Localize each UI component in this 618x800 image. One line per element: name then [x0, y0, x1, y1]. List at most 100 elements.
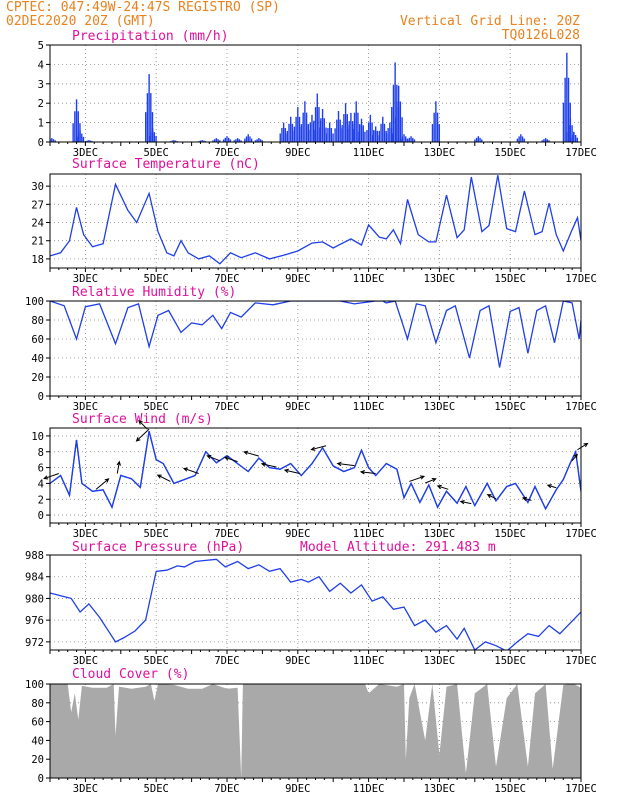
precip-bar	[337, 110, 340, 142]
y-tick-label: 40	[31, 735, 44, 747]
precip-bar	[75, 136, 78, 142]
precip-bar	[355, 101, 357, 142]
grid	[50, 174, 581, 268]
precip-bar	[79, 130, 81, 142]
precip-bar	[233, 140, 235, 142]
precip-bar	[481, 139, 483, 142]
y-tick-label: 972	[25, 637, 44, 649]
precip-bar	[352, 124, 354, 142]
precip-bar	[247, 134, 249, 142]
x-tick-label: 5DEC	[144, 528, 169, 540]
precip-bar	[51, 138, 53, 142]
precip-bar	[74, 111, 76, 142]
x-tick-label: 5DEC	[144, 783, 169, 795]
precip-bar	[222, 139, 225, 142]
precip-bar	[279, 133, 281, 142]
x-tick-label: 13DEC	[424, 655, 456, 667]
precip-bar	[323, 118, 325, 142]
x-tick-label: 13DEC	[424, 528, 456, 540]
panel-frame	[49, 300, 582, 397]
precip-bar	[405, 136, 407, 142]
wind-arrow	[206, 455, 221, 462]
wind-arrow	[436, 484, 449, 490]
y-tick-label: 80	[31, 698, 44, 710]
x-tick-label: 5DEC	[144, 655, 169, 667]
precip-bar	[387, 128, 389, 142]
precip-bar	[281, 128, 283, 142]
precip-bar	[576, 137, 579, 142]
wind-arrow	[521, 496, 532, 501]
precip-bar	[546, 139, 548, 142]
precip-bar	[353, 112, 356, 142]
y-tick-label: 100	[25, 296, 44, 308]
precip-bar	[543, 139, 545, 142]
y-tick-label: 27	[31, 199, 44, 211]
precip-bar	[357, 112, 359, 142]
precip-bar	[89, 140, 92, 142]
precip-bar	[376, 130, 379, 142]
series-line	[50, 431, 581, 511]
y-tick-label: 80	[31, 315, 44, 327]
precip-bar	[213, 139, 216, 142]
x-tick-label: 13DEC	[424, 783, 456, 795]
y-tick-label: 8	[38, 447, 44, 459]
x-tick-label: 3DEC	[73, 528, 98, 540]
x-tick-label: 5DEC	[144, 147, 169, 159]
precip-bar	[258, 138, 260, 142]
panel-3: Surface Wind (m/s) 0 2 4 6 8 10 3DEC 5DEC 7DEC 9DE…	[31, 412, 596, 540]
panel-1: Surface Temperature (nC) 18 21 24 27 30 3DEC 5D…	[31, 157, 596, 285]
y-tick-label: 24	[31, 218, 44, 230]
y-tick-label: 2	[38, 494, 44, 506]
precip-bar	[284, 128, 287, 142]
precip-bar	[477, 136, 480, 142]
y-tick-label: 6	[38, 463, 44, 475]
precip-bar	[328, 122, 331, 142]
wind-arrow	[310, 445, 327, 451]
y-tick-label: 40	[31, 353, 44, 365]
wind-arrow	[571, 453, 578, 462]
x-tick-label: 11DEC	[353, 655, 385, 667]
precip-bar	[403, 134, 405, 142]
series-layer	[50, 558, 581, 650]
x-tick-label: 5DEC	[144, 273, 169, 285]
precip-bar	[229, 139, 232, 142]
precip-bar	[309, 122, 311, 142]
precip-bar	[72, 123, 74, 142]
wind-arrows	[43, 419, 589, 505]
precip-bar	[566, 52, 568, 142]
y-tick-label: 18	[31, 254, 44, 266]
x-tick-label: 7DEC	[214, 401, 239, 413]
wind-arrow	[116, 460, 121, 474]
precip-bar	[566, 131, 568, 142]
precip-bar	[401, 136, 403, 142]
precip-bar	[236, 138, 239, 142]
precip-bar	[305, 112, 308, 142]
precip-bar	[433, 112, 435, 142]
wind-arrow	[135, 428, 150, 442]
header-location: CPTEC: 047:49W-24:47S REGISTRO (SP)	[6, 0, 280, 15]
precip-bar	[366, 130, 368, 142]
precip-bar	[394, 62, 396, 142]
x-tick-label: 11DEC	[353, 528, 385, 540]
precip-bar	[410, 136, 412, 142]
x-tick-label: 9DEC	[285, 783, 310, 795]
y-tick-label: 988	[25, 550, 44, 562]
precip-bar	[256, 139, 258, 142]
precip-bar	[327, 128, 329, 142]
x-tick-label: 15DEC	[494, 401, 526, 413]
precip-bar	[334, 128, 336, 142]
panel-title: Surface Temperature (nC)	[72, 157, 260, 172]
precip-bar	[321, 109, 324, 142]
panel-title: Precipitation (mm/h)	[72, 29, 229, 44]
x-tick-label: 3DEC	[73, 655, 98, 667]
precip-bar	[567, 125, 570, 142]
precip-bar	[77, 133, 80, 142]
grid	[50, 45, 581, 142]
x-tick-label: 9DEC	[285, 655, 310, 667]
precip-bar	[520, 134, 522, 142]
wind-arrow	[359, 470, 376, 475]
wind-arrow	[459, 499, 472, 505]
precip-bar	[300, 124, 303, 142]
precip-bar	[357, 131, 359, 142]
precip-bar	[235, 139, 237, 142]
